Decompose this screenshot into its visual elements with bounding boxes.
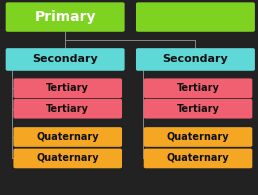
Text: Quaternary: Quaternary xyxy=(36,153,99,163)
Text: Quaternary: Quaternary xyxy=(167,153,229,163)
Text: Secondary: Secondary xyxy=(163,54,228,65)
FancyBboxPatch shape xyxy=(13,99,122,119)
Text: Tertiary: Tertiary xyxy=(176,104,220,114)
FancyBboxPatch shape xyxy=(6,2,125,32)
Text: Tertiary: Tertiary xyxy=(46,83,89,93)
Text: Secondary: Secondary xyxy=(32,54,98,65)
Text: Quaternary: Quaternary xyxy=(36,132,99,142)
FancyBboxPatch shape xyxy=(144,127,252,147)
FancyBboxPatch shape xyxy=(136,2,255,32)
FancyBboxPatch shape xyxy=(13,78,122,98)
Text: Primary: Primary xyxy=(34,10,96,24)
FancyBboxPatch shape xyxy=(13,149,122,168)
FancyBboxPatch shape xyxy=(144,99,252,119)
Text: Tertiary: Tertiary xyxy=(176,83,220,93)
FancyBboxPatch shape xyxy=(6,48,125,71)
FancyBboxPatch shape xyxy=(136,48,255,71)
Text: Quaternary: Quaternary xyxy=(167,132,229,142)
FancyBboxPatch shape xyxy=(144,149,252,168)
FancyBboxPatch shape xyxy=(144,78,252,98)
Text: Tertiary: Tertiary xyxy=(46,104,89,114)
FancyBboxPatch shape xyxy=(13,127,122,147)
